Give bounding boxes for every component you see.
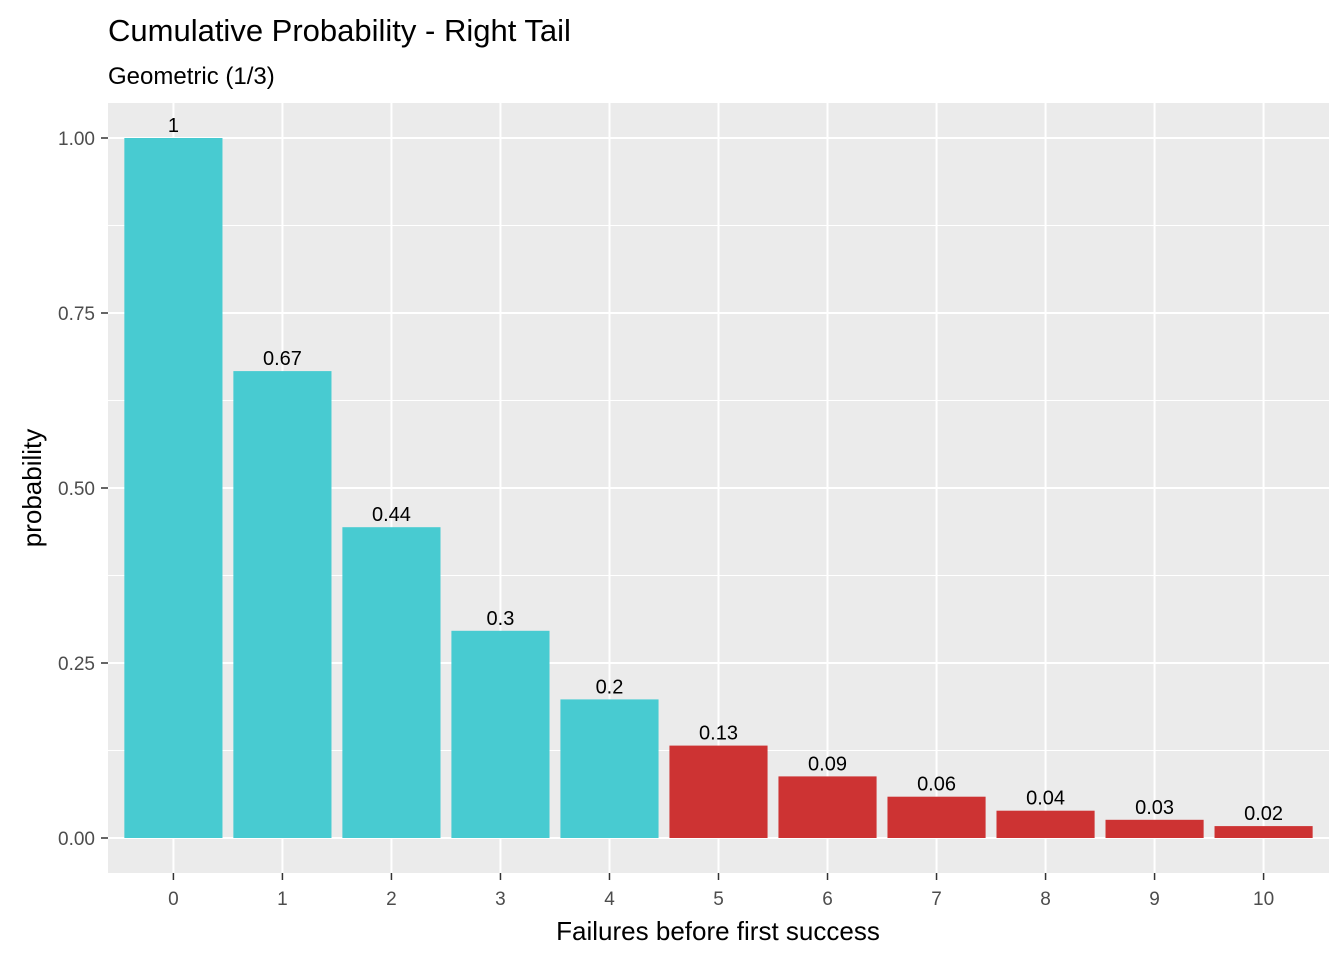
y-tick-label: 0.75	[58, 304, 95, 325]
bar-7	[887, 796, 986, 838]
bar-6	[778, 776, 877, 838]
data-label-1: 0.67	[263, 348, 302, 370]
y-tick-label: 0.50	[58, 479, 95, 500]
data-label-7: 0.06	[917, 774, 956, 796]
bar-5	[669, 745, 768, 838]
x-tick-label: 8	[1040, 889, 1051, 910]
y-axis-title: probability	[17, 429, 47, 548]
y-tick-label: 0.00	[58, 829, 95, 850]
y-tick-label: 1.00	[58, 129, 95, 150]
x-tick-label: 0	[168, 889, 179, 910]
bar-8	[996, 810, 1095, 838]
chart-subtitle: Geometric (1/3)	[108, 63, 275, 90]
data-label-9: 0.03	[1135, 797, 1174, 819]
data-label-0: 1	[168, 115, 179, 137]
x-tick-label: 10	[1253, 889, 1274, 910]
bar-1	[233, 371, 332, 838]
data-label-4: 0.2	[596, 676, 624, 698]
data-labels: 1 0.67 0.44 0.3 0.2 0.13 0.09 0.06 0.04 0.03 0.02	[168, 115, 1283, 825]
x-tick-label: 5	[713, 889, 724, 910]
y-tick-label: 0.25	[58, 654, 95, 675]
x-tick-label: 1	[277, 889, 288, 910]
data-label-8: 0.04	[1026, 788, 1065, 810]
data-label-10: 0.02	[1244, 803, 1283, 825]
bar-2	[342, 527, 441, 838]
bar-9	[1105, 819, 1204, 838]
bars	[124, 138, 1313, 838]
bar-10	[1214, 826, 1313, 838]
x-axis-title: Failures before first success	[556, 916, 880, 946]
x-tick-label: 2	[386, 889, 397, 910]
bar-3	[451, 630, 550, 838]
x-tick-label: 4	[604, 889, 615, 910]
y-axis: 0.00 0.25 0.50 0.75 1.00	[58, 129, 108, 850]
x-axis: 0 1 2 3 4 5 6 7 8 9 10	[168, 873, 1274, 910]
x-tick-label: 3	[495, 889, 506, 910]
x-tick-label: 6	[822, 889, 833, 910]
bar-0	[124, 138, 223, 838]
chart-title: Cumulative Probability - Right Tail	[108, 13, 571, 48]
data-label-2: 0.44	[372, 504, 411, 526]
data-label-3: 0.3	[487, 608, 515, 630]
x-tick-label: 7	[931, 889, 942, 910]
data-label-6: 0.09	[808, 753, 847, 775]
data-label-5: 0.13	[699, 723, 738, 745]
bar-4	[560, 699, 659, 838]
x-tick-label: 9	[1149, 889, 1160, 910]
